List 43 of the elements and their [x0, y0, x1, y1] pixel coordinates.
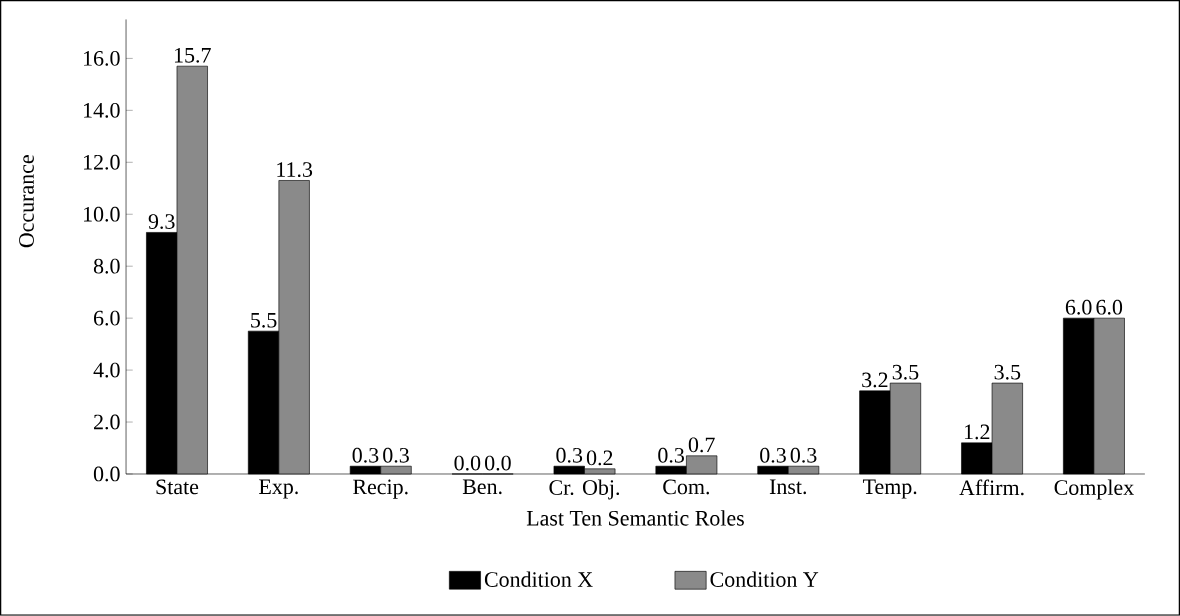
data-label: 6.0 [1065, 299, 1092, 315]
y-tick-label: 2.0 [94, 414, 120, 430]
data-label: 0.7 [688, 437, 715, 453]
data-label: 0.0 [485, 455, 511, 471]
x-tick-label: Affirm. [959, 479, 1024, 496]
data-label: 5.5 [251, 313, 277, 328]
data-label: 3.5 [892, 364, 919, 380]
y-tick-label: 6.0 [94, 310, 120, 326]
legend-label: Condition X [484, 571, 593, 588]
x-tick-label: Complex [1054, 479, 1134, 500]
data-label: 3.5 [994, 364, 1021, 380]
x-axis-title: Last Ten Semantic Roles [526, 510, 744, 526]
y-tick-label: 8.0 [93, 258, 120, 274]
data-label: 11.3 [277, 162, 313, 178]
x-tick-label: Temp. [862, 479, 917, 499]
x-tick-label: Com. [663, 479, 710, 495]
data-label: 0.3 [352, 448, 379, 463]
x-tick-label: Cr. Obj. [549, 479, 620, 500]
y-tick-label: 14.0 [84, 103, 120, 118]
legend-label: Condition Y [710, 571, 819, 588]
y-tick-label: 0.0 [93, 466, 120, 482]
data-label: 9.3 [148, 214, 175, 230]
data-label: 15.7 [174, 48, 211, 63]
data-label: 3.2 [862, 372, 888, 388]
y-tick-label: 4.0 [93, 362, 120, 378]
data-label: 0.3 [383, 448, 409, 463]
x-tick-label: Exp. [259, 479, 298, 499]
data-label: 0.0 [454, 455, 481, 471]
data-label: 0.3 [556, 448, 583, 463]
data-label: 0.3 [790, 448, 817, 463]
y-tick-label: 10.0 [84, 206, 120, 222]
y-tick-label: 16.0 [84, 51, 120, 67]
data-label: 0.2 [586, 450, 613, 466]
data-label: 0.3 [658, 448, 684, 463]
y-tick-label: 12.0 [84, 154, 120, 170]
data-label: 0.3 [760, 448, 786, 463]
data-label: 6.0 [1096, 299, 1123, 315]
x-tick-label: State [156, 479, 199, 495]
x-tick-label: Recip. [353, 479, 408, 499]
x-tick-label: Ben. [462, 479, 502, 495]
y-axis-title: Occurance [19, 155, 34, 248]
data-label: 1.2 [964, 424, 990, 440]
x-tick-label: Inst. [769, 479, 807, 495]
